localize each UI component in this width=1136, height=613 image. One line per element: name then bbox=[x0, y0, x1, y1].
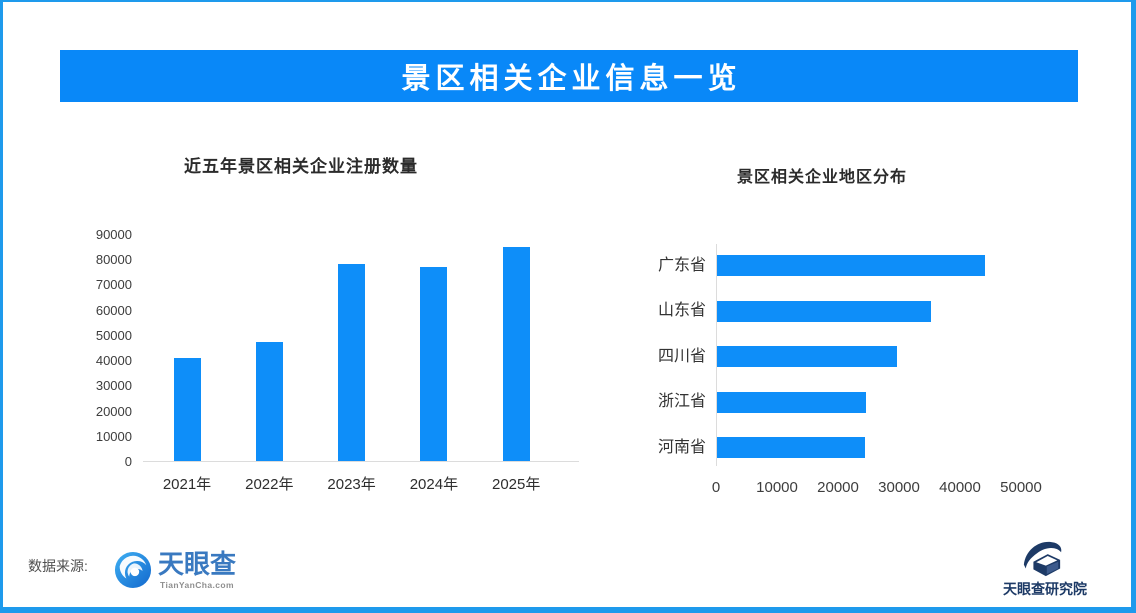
bar-河南省 bbox=[717, 437, 865, 458]
left-chart-x-axis bbox=[143, 461, 579, 462]
x-axis-tick-label: 0 bbox=[711, 479, 721, 496]
bar-2023年 bbox=[338, 264, 366, 461]
y-axis-tick-label: 70000 bbox=[95, 277, 132, 293]
left-chart-title: 近五年景区相关企业注册数量 bbox=[184, 157, 418, 176]
y-axis-tick-label: 60000 bbox=[95, 302, 132, 318]
x-axis-category-label: 2022年 bbox=[245, 476, 294, 493]
x-axis-tick-label: 30000 bbox=[878, 479, 920, 496]
bar-2024年 bbox=[420, 266, 448, 461]
y-axis-tick-label: 20000 bbox=[95, 403, 132, 419]
bar-四川省 bbox=[717, 346, 897, 367]
bar-山东省 bbox=[717, 300, 931, 322]
x-axis-category-label: 2023年 bbox=[327, 476, 376, 493]
y-axis-tick-label: 50000 bbox=[95, 327, 132, 343]
tianyancha-logo-icon bbox=[114, 551, 152, 589]
tianyancha-wordmark: 天眼查 bbox=[158, 549, 237, 579]
y-axis-tick-label: 30000 bbox=[95, 378, 132, 394]
y-axis-category-label: 河南省 bbox=[657, 438, 706, 456]
y-axis-category-label: 广东省 bbox=[657, 256, 706, 274]
bar-2025年 bbox=[502, 246, 530, 461]
research-institute-name: 天眼查研究院 bbox=[1003, 581, 1087, 597]
bar-浙江省 bbox=[717, 391, 867, 413]
bar-2021年 bbox=[173, 357, 201, 461]
y-axis-category-label: 山东省 bbox=[657, 302, 706, 319]
x-axis-tick-label: 50000 bbox=[1000, 479, 1042, 496]
right-chart-title: 景区相关企业地区分布 bbox=[736, 169, 907, 186]
page-title: 景区相关企业信息一览 bbox=[401, 63, 742, 95]
right-chart-y-axis bbox=[716, 244, 717, 466]
title-banner: 景区相关企业信息一览 bbox=[60, 50, 1078, 102]
data-source-label: 数据来源: bbox=[28, 558, 88, 574]
x-axis-category-label: 2021年 bbox=[162, 476, 212, 493]
x-axis-category-label: 2024年 bbox=[409, 476, 459, 493]
bar-2022年 bbox=[255, 342, 283, 461]
x-axis-tick-label: 40000 bbox=[939, 479, 981, 496]
y-axis-tick-label: 80000 bbox=[95, 252, 132, 268]
y-axis-tick-label: 40000 bbox=[95, 353, 132, 369]
x-axis-tick-label: 20000 bbox=[817, 479, 859, 496]
y-axis-category-label: 浙江省 bbox=[657, 393, 706, 410]
x-axis-tick-label: 10000 bbox=[756, 479, 798, 496]
y-axis-tick-label: 90000 bbox=[95, 227, 132, 242]
y-axis-category-label: 四川省 bbox=[657, 347, 706, 365]
x-axis-category-label: 2025年 bbox=[492, 476, 541, 493]
bar-广东省 bbox=[717, 255, 986, 276]
research-institute-logo-icon bbox=[1023, 541, 1062, 577]
y-axis-tick-label: 0 bbox=[124, 454, 132, 469]
tianyancha-domain-text: TianYanCha.com bbox=[160, 580, 234, 590]
y-axis-tick-label: 10000 bbox=[95, 428, 132, 444]
